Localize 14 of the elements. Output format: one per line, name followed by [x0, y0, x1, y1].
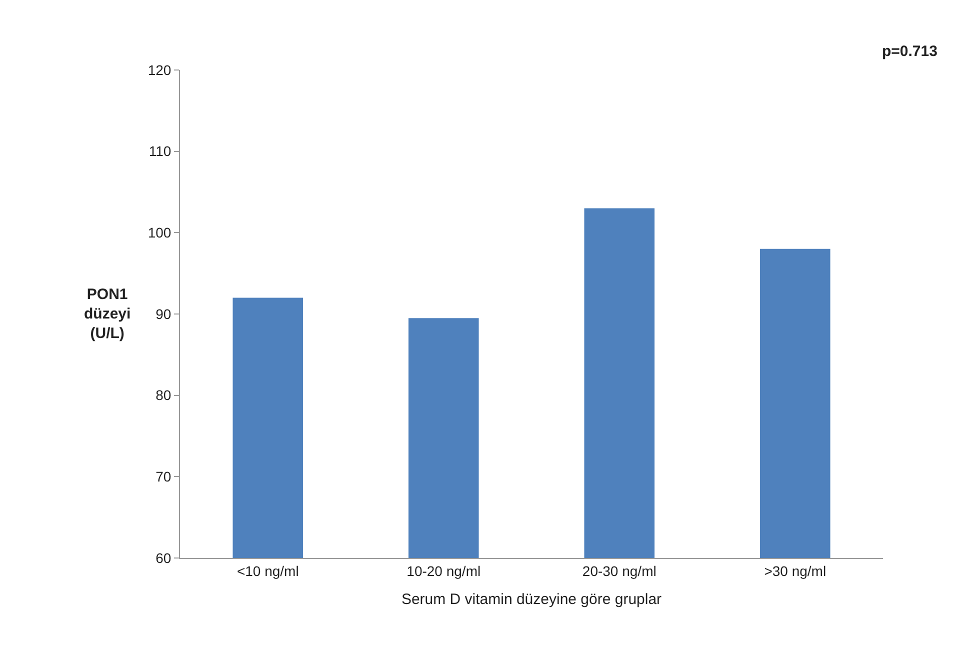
- text: p=0.713: [882, 43, 938, 60]
- x-tick-label: 10-20 ng/ml: [406, 562, 481, 579]
- x-tick-label: <10 ng/ml: [236, 562, 299, 579]
- y-axis-title: PON1 düzeyi (U/L): [84, 286, 131, 342]
- y-tick-label: 100: [148, 224, 172, 241]
- y-tick-label: 90: [156, 306, 172, 322]
- x-tick-label: >30 ng/ml: [764, 562, 826, 579]
- y-tick-label: 70: [156, 468, 172, 485]
- x-tick-label: 20-30 ng/ml: [582, 562, 656, 579]
- y-tick-label: 80: [156, 387, 172, 404]
- y-tick-label: 60: [156, 550, 172, 566]
- y-tick-label: 110: [148, 143, 172, 160]
- y-tick-label: 120: [148, 62, 172, 78]
- x-axis-title: Serum D vitamin düzeyine göre gruplar: [401, 590, 662, 608]
